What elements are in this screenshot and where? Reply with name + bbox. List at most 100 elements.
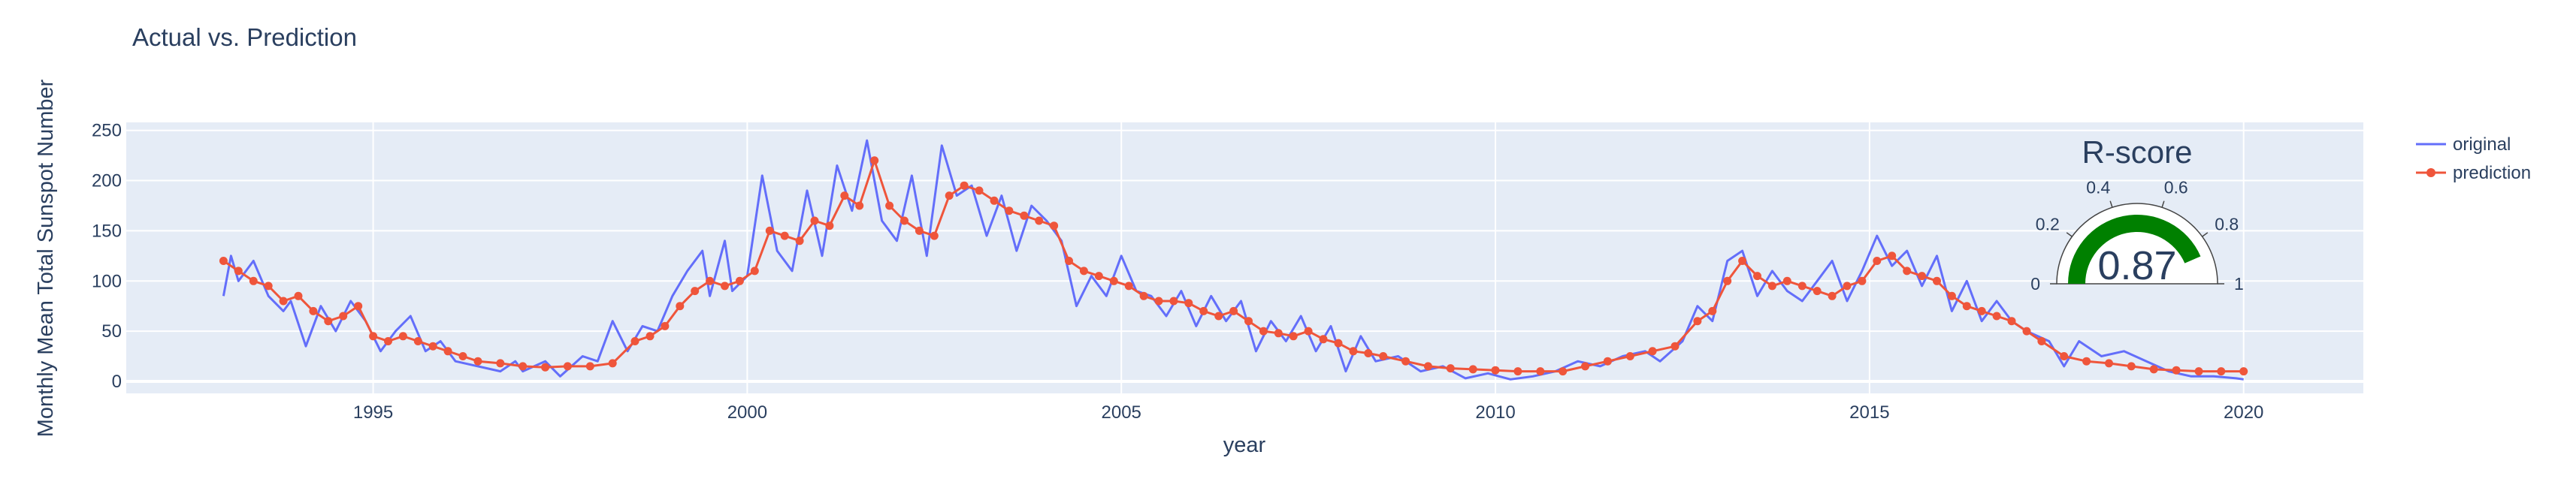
data-point-prediction: [975, 186, 984, 195]
legend-marker-prediction: [2426, 168, 2435, 177]
data-point-prediction: [1005, 206, 1014, 215]
data-point-prediction: [1918, 272, 1927, 281]
legend-item-prediction[interactable]: prediction: [2416, 163, 2531, 183]
data-point-prediction: [1933, 276, 1941, 285]
data-point-prediction: [1873, 257, 1882, 265]
data-point-prediction: [1446, 364, 1455, 373]
data-point-prediction: [750, 267, 759, 276]
data-point-prediction: [1693, 317, 1702, 326]
data-point-prediction: [661, 321, 670, 330]
data-point-prediction: [765, 226, 774, 235]
data-point-prediction: [1139, 291, 1148, 300]
data-point-prediction: [1797, 282, 1807, 291]
data-point-prediction: [1767, 282, 1776, 291]
data-point-prediction: [585, 362, 594, 371]
data-point-prediction: [646, 332, 655, 341]
data-point-prediction: [735, 276, 744, 285]
data-point-prediction: [309, 306, 318, 315]
y-tick-label: 50: [101, 321, 122, 342]
plot-background: [126, 122, 2363, 393]
x-axis-title: year: [1223, 433, 1266, 457]
data-point-prediction: [1334, 339, 1343, 348]
data-point-prediction: [1536, 367, 1545, 376]
data-point-prediction: [354, 302, 363, 311]
data-point-prediction: [1214, 312, 1223, 321]
data-point-prediction: [630, 337, 639, 345]
data-point-prediction: [2037, 337, 2046, 345]
gauge-r-score: R-score 0 0.2 0.4 0.6 0.8 1 0.87: [2030, 134, 2244, 294]
data-point-prediction: [279, 297, 288, 306]
data-point-prediction: [1947, 291, 1956, 300]
data-point-prediction: [1753, 272, 1761, 281]
data-point-prediction: [1648, 347, 1657, 356]
data-point-prediction: [563, 362, 572, 371]
gauge-tick-label: 0.4: [2086, 178, 2110, 197]
data-point-prediction: [1858, 276, 1867, 285]
data-point-prediction: [2194, 367, 2203, 376]
gauge-tick-label: 0: [2030, 274, 2040, 294]
data-point-prediction: [1603, 357, 1612, 366]
data-point-prediction: [1304, 327, 1313, 336]
y-axis-title: Monthly Mean Total Sunspot Number: [34, 79, 58, 437]
series-layer: [219, 139, 2248, 381]
series-line-original: [222, 139, 2244, 381]
data-point-prediction: [249, 276, 258, 285]
y-tick-label: 0: [112, 372, 122, 392]
data-point-prediction: [496, 359, 505, 368]
gauge-title: R-score: [2082, 134, 2192, 170]
data-point-prediction: [1723, 276, 1732, 285]
data-point-prediction: [1050, 221, 1059, 230]
data-point-prediction: [825, 221, 834, 230]
data-point-prediction: [1903, 267, 1912, 276]
data-point-prediction: [1513, 367, 1522, 376]
gauge-bar: [2068, 215, 2201, 284]
data-point-prediction: [855, 201, 864, 210]
data-point-prediction: [1124, 282, 1133, 291]
x-tick-label: 2005: [1102, 402, 1141, 423]
legend[interactable]: original prediction: [2416, 134, 2531, 183]
data-point-prediction: [1782, 276, 1791, 285]
data-point-prediction: [2105, 359, 2113, 368]
plot-area[interactable]: 1995 2000 2005 2010 2015 2020 0 50 100 150 200 250: [92, 121, 2363, 423]
legend-label-prediction: prediction: [2453, 163, 2531, 183]
data-point-prediction: [413, 337, 422, 345]
data-point-prediction: [1274, 329, 1283, 338]
data-point-prediction: [384, 337, 392, 345]
data-point-prediction: [2239, 367, 2248, 376]
data-point-prediction: [541, 363, 550, 372]
data-point-prediction: [1625, 352, 1634, 360]
data-point-prediction: [990, 196, 999, 205]
data-point-prediction: [1738, 257, 1747, 265]
gauge-tick-mark: [2109, 200, 2113, 208]
data-point-prediction: [1491, 366, 1500, 375]
data-point-prediction: [1094, 272, 1103, 281]
data-point-prediction: [1289, 332, 1298, 341]
data-point-prediction: [473, 357, 482, 366]
x-tick-label: 2020: [2224, 402, 2263, 423]
gauge-tick-mark: [2202, 232, 2209, 237]
gauge-tick-mark: [2066, 232, 2073, 237]
x-tick-label: 2010: [1475, 402, 1515, 423]
data-point-prediction: [721, 282, 729, 291]
x-tick-label: 2000: [727, 402, 767, 423]
data-point-prediction: [1379, 352, 1388, 360]
gauge-tick-label: 0.2: [2036, 215, 2060, 234]
data-point-prediction: [234, 267, 243, 276]
data-point-prediction: [691, 287, 700, 296]
data-point-prediction: [264, 282, 273, 291]
x-tick-label: 2015: [1849, 402, 1889, 423]
data-point-prediction: [1184, 299, 1193, 308]
data-point-prediction: [398, 332, 407, 341]
legend-item-original[interactable]: original: [2416, 134, 2511, 155]
data-point-prediction: [1229, 306, 1238, 315]
data-point-prediction: [428, 342, 437, 351]
data-point-prediction: [369, 332, 378, 341]
y-tick-labels: 0 50 100 150 200 250: [92, 121, 122, 392]
data-point-prediction: [840, 191, 849, 200]
data-point-prediction: [1581, 362, 1589, 371]
data-point-prediction: [1169, 297, 1178, 306]
data-point-prediction: [1992, 312, 2001, 321]
data-point-prediction: [960, 181, 969, 190]
x-tick-labels: 1995 2000 2005 2010 2015 2020: [353, 402, 2264, 423]
